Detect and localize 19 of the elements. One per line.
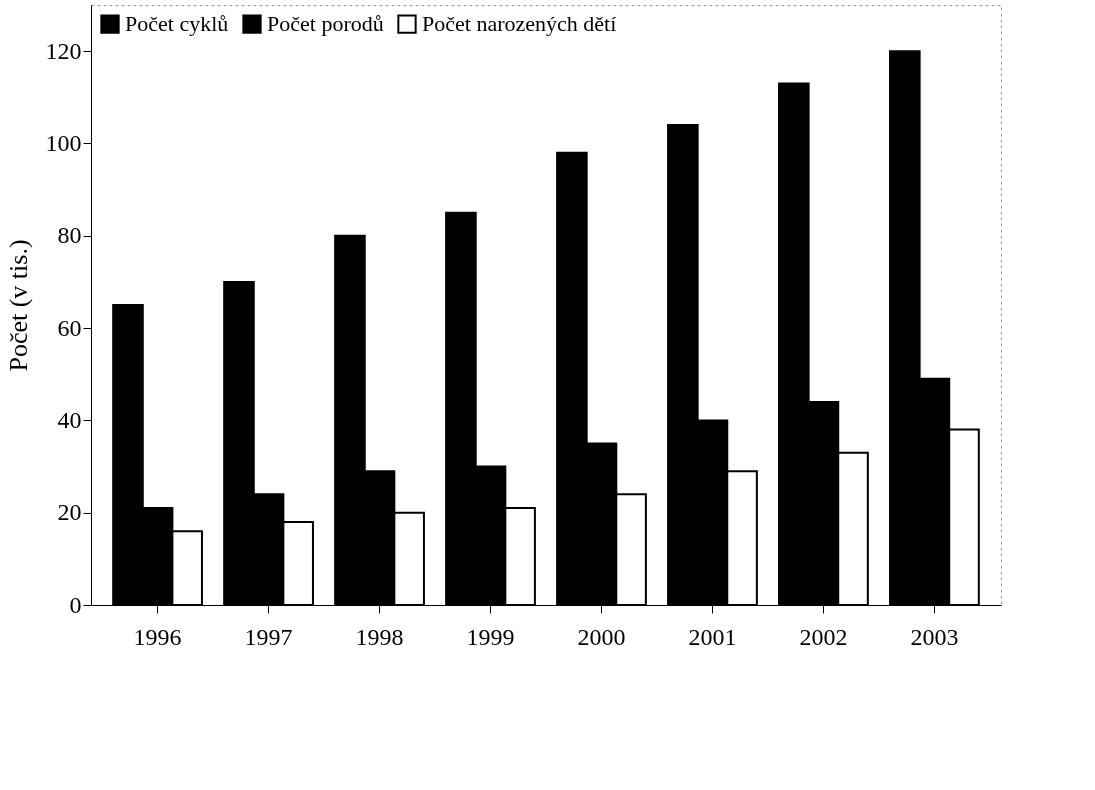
- y-tick-label: 120: [45, 37, 82, 64]
- legend-label: Počet cyklů: [125, 11, 229, 37]
- x-tick-label: 1999: [466, 623, 515, 650]
- x-tick-label: 2002: [799, 623, 848, 650]
- y-tick-label: 20: [57, 499, 82, 526]
- x-tick-label: 1998: [355, 623, 404, 650]
- y-tick-label: 0: [69, 591, 82, 618]
- x-tick-label: 1997: [244, 623, 293, 650]
- y-tick-label: 80: [57, 222, 82, 249]
- y-axis-title: Počet (v tis.): [3, 239, 33, 372]
- x-tick-label: 2000: [577, 623, 626, 650]
- y-tick-label: 40: [57, 406, 82, 433]
- x-tick-label: 1996: [133, 623, 182, 650]
- legend-label: Počet porodů: [267, 11, 384, 37]
- y-tick-label: 60: [57, 314, 82, 341]
- x-tick-label: 2003: [910, 623, 959, 650]
- x-tick-label: 2001: [688, 623, 737, 650]
- legend-label: Počet narozených dětí: [422, 11, 617, 37]
- y-tick-label: 100: [45, 129, 82, 156]
